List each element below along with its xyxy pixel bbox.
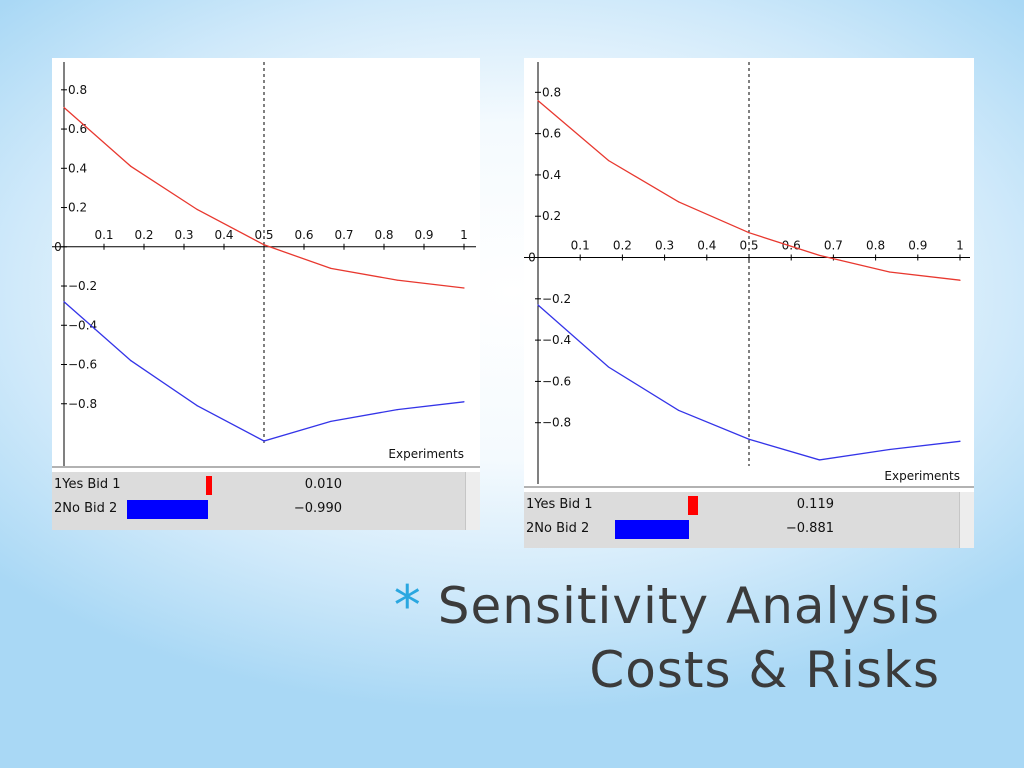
yes-bid-bar <box>206 476 212 495</box>
y-tick-label: 0.8 <box>68 83 87 97</box>
no-bid-line-point <box>130 359 132 362</box>
no-bid-line-point <box>196 405 198 407</box>
title-line-1: Sensitivity Analysis <box>437 577 940 635</box>
x-axis-label: Experiments <box>884 469 960 483</box>
x-tick-label: 0.6 <box>294 228 313 242</box>
y-tick-label: 0.2 <box>542 209 561 223</box>
yes-bid-line-point <box>818 254 821 257</box>
no-bid-line-point <box>463 401 465 403</box>
y-tick-label: 0 <box>54 240 62 254</box>
x-tick-label: 0.1 <box>94 228 113 242</box>
x-tick-label: 0.3 <box>174 228 193 242</box>
y-tick-label: −0.2 <box>68 279 97 293</box>
no-bid-line-point <box>607 366 610 368</box>
no-bid-line-point <box>748 438 750 440</box>
row-label: 1Yes Bid 1 <box>54 477 121 492</box>
y-tick-label: 0.6 <box>542 127 561 141</box>
yes-bid-line-point <box>330 267 332 269</box>
no-bid-bar <box>126 500 208 519</box>
x-tick-label: 0.4 <box>214 228 233 242</box>
yes-bid-line-point <box>607 159 610 162</box>
no-bid-line-point <box>63 301 65 303</box>
row-value: 0.010 <box>304 477 342 492</box>
row-label: 1Yes Bid 1 <box>526 497 593 512</box>
yes-bid-line-point <box>959 279 961 281</box>
yes-bid-line-point <box>263 244 265 246</box>
x-tick-label: 0.8 <box>374 228 393 242</box>
table-row: 2No Bid 2 −0.990 <box>52 498 452 520</box>
scroll-strip[interactable] <box>465 472 480 530</box>
yes-bid-line-point <box>748 232 750 234</box>
table-row: 1Yes Bid 1 0.010 <box>52 474 452 496</box>
yes-bid-line-point <box>63 106 65 109</box>
sensitivity-chart-right: 0.1 0.2 0.3 0.4 0.5 0.6 0.7 0.8 0.9 1 0.8 0.6 0.4 0.2… <box>524 62 974 488</box>
x-tick-label: 0.3 <box>655 239 674 253</box>
x-tick-label: 0.1 <box>571 239 590 253</box>
yes-bid-line-point <box>677 201 680 203</box>
yes-bid-line-point <box>888 271 891 273</box>
row-value: 0.119 <box>796 497 834 512</box>
no-bid-line-point <box>818 459 821 461</box>
no-bid-line-point <box>537 304 539 306</box>
y-tick-label: −0.2 <box>542 292 571 306</box>
x-tick-label: 0.7 <box>334 228 353 242</box>
row-label: 2No Bid 2 <box>526 521 590 536</box>
y-tick-label: −0.4 <box>542 333 571 347</box>
y-tick-label: 0.8 <box>542 85 561 99</box>
yes-bid-line-point <box>196 208 198 211</box>
x-tick-label: 0.7 <box>824 239 843 253</box>
table-row: 1Yes Bid 1 0.119 <box>524 494 944 516</box>
no-bid-line-point <box>330 420 332 423</box>
no-bid-bar <box>614 520 689 539</box>
x-tick-label: 0.2 <box>134 228 153 242</box>
no-bid-line-point <box>263 440 265 442</box>
chart-panel-right: 0.1 0.2 0.3 0.4 0.5 0.6 0.7 0.8 0.9 1 0.8 0.6 0.4 0.2… <box>524 58 974 548</box>
y-tick-label: −0.8 <box>542 416 571 430</box>
table-row: 2No Bid 2 −0.881 <box>524 518 944 540</box>
no-bid-line-point <box>959 440 961 442</box>
y-tick-label: −0.6 <box>68 358 97 372</box>
yes-bid-line-point <box>130 165 132 167</box>
y-tick-label: −0.4 <box>68 318 97 332</box>
x-axis-label: Experiments <box>388 447 464 461</box>
yes-bid-line-point <box>396 279 398 281</box>
x-tick-label: 0.5 <box>254 228 273 242</box>
y-tick-label: −0.8 <box>68 397 97 411</box>
no-bid-line-point <box>396 409 398 411</box>
x-tick-label: 0.8 <box>866 239 885 253</box>
yes-bid-line-point <box>463 287 465 289</box>
title-line-2: Costs & Risks <box>589 641 940 699</box>
x-tick-label: 0.5 <box>739 239 758 253</box>
y-tick-label: 0.4 <box>542 168 561 182</box>
row-value: −0.881 <box>785 521 834 536</box>
slide-title: * Sensitivity Analysis Costs & Risks <box>394 574 940 702</box>
y-tick-label: 0.4 <box>68 161 87 175</box>
x-tick-label: 0.9 <box>908 239 927 253</box>
scroll-strip[interactable] <box>959 492 974 548</box>
y-tick-label: 0 <box>528 251 536 265</box>
y-tick-label: 0.2 <box>68 201 87 215</box>
no-bid-line-point <box>677 409 680 411</box>
x-tick-label: 1 <box>956 239 964 253</box>
x-tick-label: 1 <box>460 228 468 242</box>
row-value: −0.990 <box>293 501 342 516</box>
yes-bid-line-point <box>537 99 539 102</box>
policy-table-left: 1Yes Bid 1 0.010 2No Bid 2 −0.990 <box>52 469 480 530</box>
policy-table-right: 1Yes Bid 1 0.119 2No Bid 2 −0.881 <box>524 489 974 548</box>
y-tick-label: 0.6 <box>68 122 87 136</box>
y-tick-label: −0.6 <box>542 374 571 388</box>
x-tick-label: 0.4 <box>697 239 716 253</box>
x-tick-label: 0.2 <box>613 239 632 253</box>
x-tick-label: 0.9 <box>414 228 433 242</box>
row-label: 2No Bid 2 <box>54 501 118 516</box>
no-bid-line-point <box>888 448 891 451</box>
chart-panel-left: 0.1 0.2 0.3 0.4 0.5 0.6 0.7 0.8 0.9 1 0.8 0.6 0.4 0.2… <box>52 58 480 530</box>
sensitivity-chart-left: 0.1 0.2 0.3 0.4 0.5 0.6 0.7 0.8 0.9 1 0.8 0.6 0.4 0.2… <box>52 62 480 468</box>
asterisk-bullet-icon: * <box>393 574 422 637</box>
x-tick-label: 0.6 <box>782 239 801 253</box>
yes-bid-bar <box>688 496 698 515</box>
